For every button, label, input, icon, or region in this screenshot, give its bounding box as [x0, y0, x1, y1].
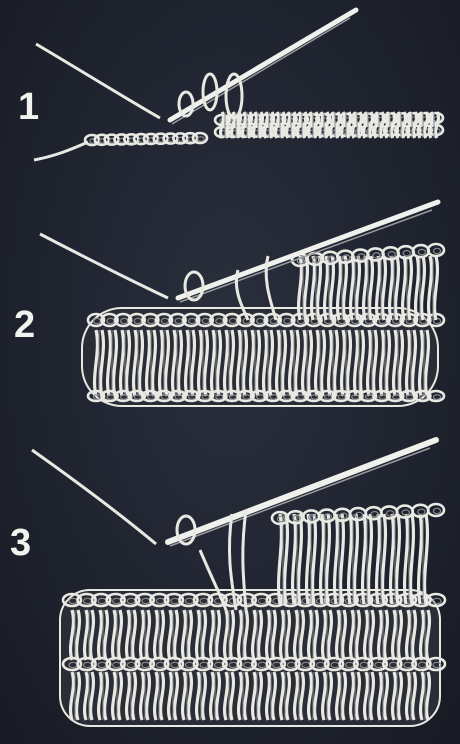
yarn-loops-on-hook	[177, 72, 244, 120]
fabric-rows	[59, 502, 447, 727]
step-3-illustration	[31, 437, 447, 727]
step-number-3: 3	[10, 522, 32, 564]
working-yarn	[31, 448, 157, 546]
crochet-hook	[167, 7, 359, 125]
foundation-chain	[83, 111, 445, 147]
step-1-illustration	[33, 7, 445, 162]
step-number-1: 1	[18, 86, 40, 128]
step-number-2: 2	[14, 304, 36, 346]
fabric-rows	[81, 242, 446, 407]
yarn-loops-on-hook	[183, 255, 278, 321]
step-2-illustration	[39, 199, 446, 407]
yarn-loops-on-hook	[175, 509, 248, 611]
tail-yarn	[33, 140, 89, 162]
working-yarn	[35, 42, 161, 120]
working-yarn	[39, 232, 169, 300]
